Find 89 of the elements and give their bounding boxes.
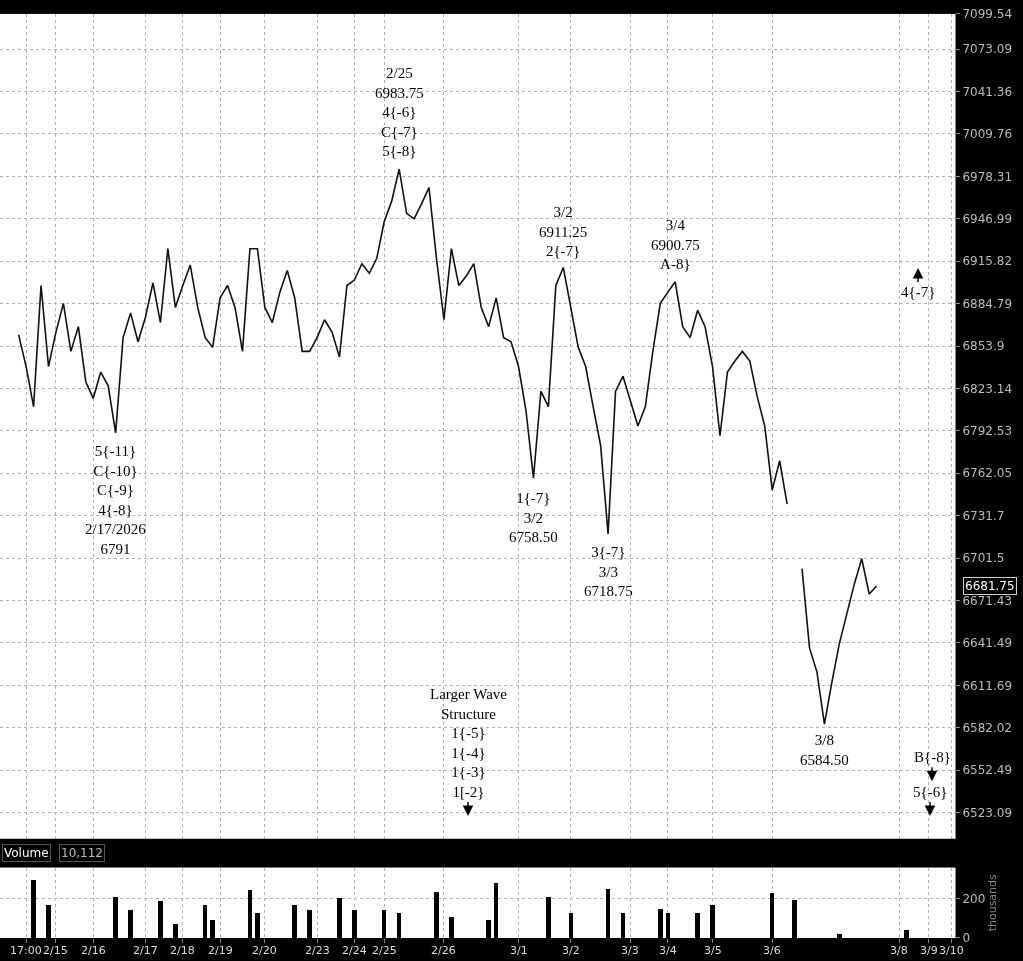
bar xyxy=(248,889,252,938)
bar xyxy=(837,933,842,938)
x-tick-label: 3/5 xyxy=(704,944,722,957)
bar xyxy=(352,909,357,938)
bar xyxy=(569,912,573,938)
annotation: Larger Wave Structure 1{-5} 1{-4} 1{-3} 1[-2} xyxy=(430,686,508,800)
x-tick-label: 3/9 xyxy=(920,944,938,957)
x-tick-label: 2/23 xyxy=(305,944,330,957)
annotation: B{-8} xyxy=(914,749,951,765)
y-tick-label: 6978.31 xyxy=(962,169,1013,184)
annotation: 3/4 6900.75 A-8} xyxy=(651,217,700,272)
annotation: 5{-11} C{-10} C{-9} 4{-8} 2/17/2026 6791 xyxy=(85,443,147,557)
y-tick-label: 7041.36 xyxy=(962,84,1013,99)
x-tick-label: 3/6 xyxy=(763,944,781,957)
y-tick-label: 7073.09 xyxy=(962,42,1013,57)
bar xyxy=(397,912,401,938)
bar xyxy=(307,909,312,938)
y-tick-label: 7009.76 xyxy=(962,127,1013,142)
bar xyxy=(770,892,774,938)
x-tick-label: 3/3 xyxy=(621,944,639,957)
bar xyxy=(695,912,700,938)
y-tick-label: 6946.99 xyxy=(962,212,1013,226)
x-tick-label: 2/24 xyxy=(342,944,367,957)
bar xyxy=(486,919,491,938)
bar xyxy=(113,896,118,938)
y-tick-label: 6915.82 xyxy=(962,254,1013,269)
bar xyxy=(382,909,386,938)
text: 10,112 xyxy=(61,846,103,860)
y-tick-label: 6523.09 xyxy=(962,805,1013,820)
y-tick-label: 6641.49 xyxy=(962,636,1013,651)
annotation: 3/2 6911.25 2{-7} xyxy=(539,204,588,259)
bar xyxy=(128,909,133,938)
bar xyxy=(606,888,610,938)
bar xyxy=(666,912,670,938)
bar xyxy=(203,904,207,938)
x-tick-label: 3/10 xyxy=(939,944,964,957)
y-tick-label: 6823.14 xyxy=(962,381,1013,396)
x-tick-label: 2/20 xyxy=(252,944,277,957)
x-tick-label: 3/1 xyxy=(510,944,528,957)
bar xyxy=(210,919,215,938)
x-tick-label: 2/17 xyxy=(133,944,158,957)
y-tick-label: 6611.69 xyxy=(962,678,1013,693)
y-tick-label: 6701.5 xyxy=(962,551,1005,566)
annotation: 3/8 6584.50 xyxy=(800,732,849,768)
y-tick-label: 7099.54 xyxy=(962,7,1013,22)
annotation: 1{-7} 3/2 6758.50 xyxy=(509,490,558,545)
bar xyxy=(158,900,163,938)
x-tick-label: 2/16 xyxy=(81,944,106,957)
x-tick-label: 17:00 xyxy=(10,944,42,957)
x-tick-label: 3/2 xyxy=(562,944,580,957)
bar xyxy=(621,912,625,938)
x-tick-label: 3/4 xyxy=(659,944,677,957)
x-tick-label: 3/8 xyxy=(890,944,908,957)
x-tick-label: 2/15 xyxy=(43,944,68,957)
bar xyxy=(792,899,797,938)
bar xyxy=(658,908,663,938)
bar xyxy=(337,897,342,938)
bar xyxy=(255,912,260,938)
x-tick-label: 2/26 xyxy=(431,944,456,957)
y-tick-label: 6582.02 xyxy=(962,720,1013,735)
annotation: 4{-7} xyxy=(901,284,936,300)
y-tick-label: 6671.43 xyxy=(962,593,1013,608)
y-tick-label: 6853.9 xyxy=(962,339,1005,354)
x-tick-label: 2/18 xyxy=(170,944,195,957)
bar xyxy=(31,879,36,938)
y-axis-title: thousands xyxy=(986,873,1000,932)
bar xyxy=(449,916,454,938)
bar xyxy=(710,904,715,938)
y-tick-label: 6762.05 xyxy=(962,466,1013,481)
annotation: 5{-6} xyxy=(913,784,948,800)
bar xyxy=(46,904,51,938)
bar xyxy=(494,882,498,938)
bar xyxy=(434,891,439,938)
chart-title: Volume xyxy=(4,846,49,860)
bar xyxy=(173,923,178,938)
bar xyxy=(546,896,551,938)
bar xyxy=(292,904,297,938)
y-tick-label: 200 xyxy=(962,892,986,907)
y-tick-label: 6884.79 xyxy=(962,296,1013,311)
x-tick-label: 2/25 xyxy=(372,944,397,957)
text: 6681.75 xyxy=(965,579,1015,593)
y-tick-label: 0 xyxy=(962,931,971,946)
annotation: 2/25 6983.75 4{-6} C{-7} 5{-8} xyxy=(375,65,424,159)
y-tick-label: 6792.53 xyxy=(962,424,1013,439)
x-tick-label: 2/19 xyxy=(208,944,233,957)
annotation: 3{-7} 3/3 6718.75 xyxy=(584,544,633,599)
bar xyxy=(904,929,909,938)
y-tick-label: 6552.49 xyxy=(962,763,1013,778)
y-tick-label: 6731.7 xyxy=(962,508,1005,523)
